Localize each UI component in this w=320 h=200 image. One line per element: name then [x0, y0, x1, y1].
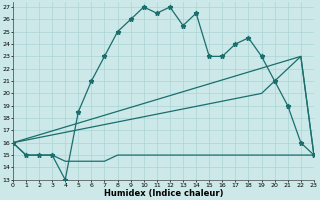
X-axis label: Humidex (Indice chaleur): Humidex (Indice chaleur): [104, 189, 223, 198]
